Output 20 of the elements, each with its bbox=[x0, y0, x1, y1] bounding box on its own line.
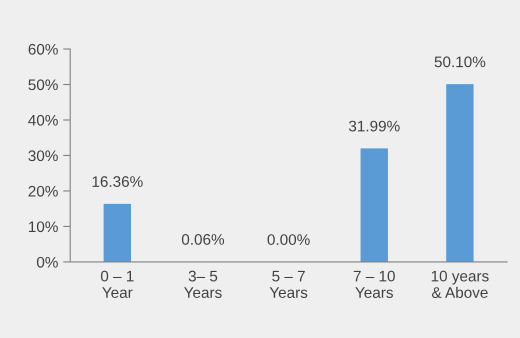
bar bbox=[104, 204, 132, 262]
x-tick-label: 0 – 1 Year bbox=[100, 270, 134, 298]
y-tick-label: 40% bbox=[28, 114, 58, 126]
x-tick-label: 7 – 10 Years bbox=[354, 270, 395, 298]
y-tick-label: 50% bbox=[28, 79, 58, 90]
x-tick-label: 10 years & Above bbox=[432, 270, 489, 298]
y-tick-label: 10% bbox=[28, 221, 58, 232]
data-label: 31.99% bbox=[348, 120, 400, 132]
y-tick-label: 30% bbox=[28, 150, 58, 162]
x-tick-label: 3– 5 Years bbox=[184, 270, 222, 298]
y-tick-label: 0% bbox=[36, 256, 58, 268]
data-label: 16.36% bbox=[92, 176, 143, 187]
data-label: 50.10% bbox=[434, 56, 486, 68]
bar bbox=[446, 84, 474, 262]
x-tick-label: 5 – 7 Years bbox=[270, 270, 308, 298]
y-tick-label: 20% bbox=[28, 186, 58, 197]
bar bbox=[360, 148, 388, 262]
data-label: 0.06% bbox=[182, 234, 224, 245]
data-label: 0.00% bbox=[268, 234, 310, 246]
y-tick-label: 60% bbox=[28, 44, 58, 55]
